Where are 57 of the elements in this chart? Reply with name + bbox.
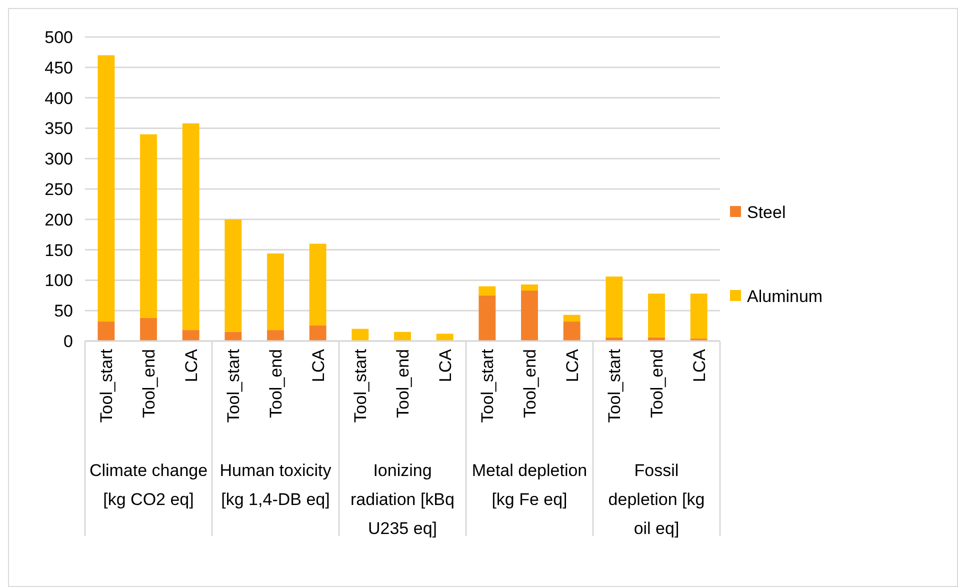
x-tick-label: Tool_start [351, 348, 370, 423]
bar [140, 134, 157, 318]
y-tick-label: 200 [44, 210, 73, 230]
y-tick-label: 400 [44, 88, 73, 108]
bar [394, 332, 411, 341]
legend-label: Steel [747, 202, 786, 222]
bar [98, 322, 115, 341]
x-tick-label: Tool_end [520, 349, 540, 418]
y-tick-label: 300 [44, 150, 73, 169]
bar [690, 294, 708, 339]
text: Fossil depletion [kg oil eq] [608, 461, 705, 538]
bar [140, 318, 157, 341]
y-tick-label: 500 [44, 28, 73, 47]
bar [606, 276, 623, 338]
x-tick-label: LCA [562, 348, 582, 382]
x-tick-label: LCA [690, 348, 709, 382]
x-tick-label: LCA [308, 348, 328, 382]
x-tick-label: Tool_start [478, 348, 498, 423]
bar [224, 332, 242, 341]
text: Metal depletion [kg Fe eq] [472, 461, 588, 509]
bar [436, 334, 454, 341]
bar [224, 219, 242, 332]
y-tick-label: 0 [64, 332, 73, 351]
text: Human toxicity [kg 1,4-DB eq] [220, 461, 332, 509]
bar [563, 322, 580, 341]
bar [267, 330, 284, 341]
y-tick-label: 450 [44, 58, 73, 78]
y-tick-label: 150 [44, 240, 73, 260]
x-tick-label: Tool_end [266, 349, 286, 418]
x-tick-label: Tool_end [648, 349, 666, 418]
bar [309, 244, 326, 326]
x-tick-label: Tool_start [97, 348, 116, 423]
bar [309, 325, 326, 341]
x-tick-label: Tool_end [394, 349, 412, 418]
legend-label: Aluminum [747, 286, 823, 306]
bar [98, 55, 115, 322]
x-tick-label: LCA [436, 348, 455, 382]
x-tick-label: Tool_end [140, 349, 158, 418]
bar [521, 284, 538, 291]
x-tick-label: Tool_start [224, 348, 244, 423]
bar [182, 123, 200, 330]
bar [182, 330, 200, 341]
bar [267, 253, 284, 330]
bar [478, 295, 496, 341]
y-tick-label: 350 [44, 119, 73, 138]
y-tick-label: 50 [54, 302, 73, 321]
x-tick-label: Tool_start [605, 348, 624, 423]
y-tick-label: 250 [44, 180, 73, 199]
bar [563, 314, 580, 322]
y-tick-label: 100 [44, 271, 73, 290]
bar [352, 328, 369, 341]
bar [648, 294, 665, 338]
x-tick-label: LCA [182, 348, 201, 382]
text: Ionizing radiation [kBq U235 eq] [350, 461, 454, 538]
bar [478, 286, 496, 296]
text: Climate change [kg CO2 eq] [89, 461, 208, 509]
bar [521, 290, 538, 341]
